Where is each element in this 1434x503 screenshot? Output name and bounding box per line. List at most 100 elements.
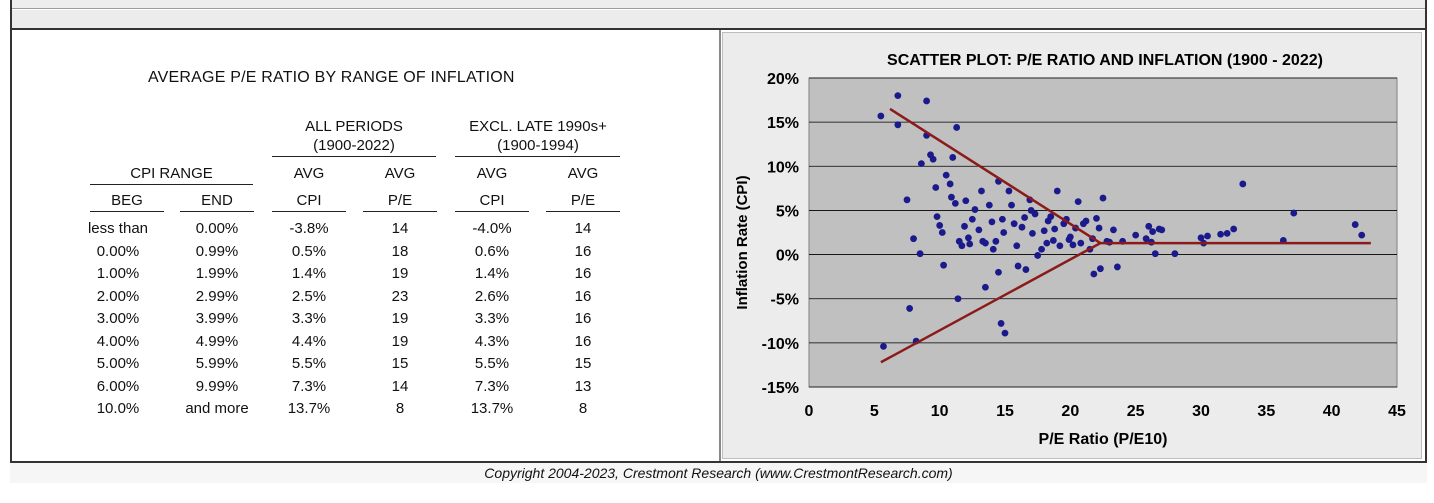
data-point — [997, 320, 1005, 327]
data-point — [971, 206, 979, 213]
x-tick-label: 30 — [1192, 403, 1210, 420]
data-point — [1066, 233, 1074, 241]
header-avg-ex-pe: AVG — [567, 165, 599, 182]
header-all-cpi: CPI — [296, 192, 322, 209]
x-tick-label: 40 — [1323, 403, 1341, 420]
cell-ex-cpi: 3.3% — [474, 310, 510, 327]
cell-ex-cpi: -4.0% — [472, 220, 512, 237]
data-point — [1171, 250, 1179, 258]
cell-ex-cpi: 0.6% — [474, 242, 510, 260]
cell-ex-cpi: 1.4% — [474, 265, 510, 282]
x-tick-label: 10 — [931, 403, 949, 420]
data-point — [1239, 180, 1247, 188]
cell-all-cpi: 7.3% — [291, 377, 327, 395]
x-tick-label: 5 — [870, 403, 879, 420]
y-axis-label: Inflation Rate (CPI) — [734, 175, 751, 309]
data-point — [1095, 224, 1103, 232]
header-avg-ex-cpi: AVG — [476, 165, 508, 182]
cell-beg: less than — [87, 220, 149, 237]
data-point — [1113, 263, 1121, 271]
y-tick-label: 0% — [776, 248, 799, 265]
cell-all-cpi: 2.5% — [291, 287, 327, 305]
cell-all-cpi: 3.3% — [291, 310, 327, 327]
trend-line — [889, 107, 1102, 245]
underline-ex-cpi — [455, 211, 529, 212]
data-point — [948, 193, 955, 201]
data-point — [953, 124, 961, 131]
x-tick-label: 0 — [805, 403, 814, 420]
data-point — [1018, 223, 1026, 231]
cell-end: 5.99% — [195, 355, 239, 372]
cell-end: 4.99% — [195, 332, 239, 350]
data-point — [982, 283, 989, 291]
data-point — [1034, 252, 1042, 259]
data-point — [1038, 245, 1045, 253]
data-point — [995, 268, 1002, 276]
cell-all-cpi: 13.7% — [287, 400, 331, 417]
x-tick-label: 25 — [1127, 403, 1145, 420]
data-point — [916, 250, 924, 258]
underline-excl — [455, 156, 620, 157]
plot-area — [808, 77, 1398, 388]
y-tick-label: -5% — [771, 292, 799, 309]
copyright: Copyright 2004-2023, Crestmont Research … — [10, 463, 1427, 483]
cell-all-cpi: 5.5% — [291, 355, 327, 372]
cell-beg: 6.00% — [96, 377, 140, 395]
header-excl-late-1990s: EXCL. LATE 1990s+ — [469, 118, 607, 135]
cell-all-pe: 8 — [395, 400, 405, 417]
data-point — [1021, 214, 1028, 221]
data-point — [942, 171, 950, 179]
trend-line — [880, 241, 1101, 364]
chart-title: SCATTER PLOT: P/E RATIO AND INFLATION (1… — [887, 52, 1323, 69]
data-point — [1043, 239, 1051, 247]
data-point — [1014, 262, 1022, 270]
cell-all-cpi: 4.4% — [291, 332, 327, 350]
cell-beg: 3.00% — [96, 310, 140, 327]
cell-all-pe: 18 — [391, 242, 409, 260]
data-point — [1110, 226, 1117, 234]
table-title: AVERAGE P/E RATIO BY RANGE OF INFLATION — [148, 69, 515, 86]
cell-all-pe: 14 — [391, 220, 409, 237]
data-point — [1142, 235, 1150, 243]
data-point — [965, 234, 972, 242]
cell-ex-cpi: 2.6% — [474, 287, 510, 305]
data-point — [906, 305, 914, 312]
data-point — [982, 239, 989, 247]
y-tick-label: 10% — [767, 159, 799, 176]
cell-ex-cpi: 13.7% — [470, 400, 514, 417]
cell-all-pe: 15 — [391, 355, 409, 372]
header-beg: BEG — [111, 192, 143, 209]
top-strip — [12, 0, 1425, 9]
cell-all-pe: 19 — [391, 332, 409, 350]
cell-all-pe: 23 — [391, 287, 409, 305]
data-point — [903, 196, 911, 204]
y-tick-label: -10% — [762, 336, 799, 353]
cell-end: 0.00% — [195, 220, 239, 237]
bottom-divider — [10, 461, 1427, 463]
data-point — [1022, 266, 1030, 273]
data-point — [954, 295, 962, 303]
data-point — [1230, 225, 1238, 233]
cell-ex-pe: 16 — [574, 265, 592, 282]
y-tick-label: 20% — [767, 71, 799, 88]
cell-ex-pe: 8 — [578, 400, 588, 417]
data-point — [1151, 250, 1159, 258]
cell-ex-pe: 16 — [574, 287, 592, 305]
cell-end: 0.99% — [195, 242, 239, 260]
data-point — [936, 222, 944, 229]
data-point — [1047, 213, 1055, 221]
data-point — [1351, 221, 1359, 228]
data-point — [933, 213, 941, 221]
data-point — [949, 154, 957, 161]
data-point — [975, 226, 983, 234]
data-point — [1204, 232, 1211, 240]
x-tick-label: 20 — [1061, 403, 1079, 420]
data-point — [1145, 222, 1153, 230]
data-point — [1008, 201, 1015, 209]
cell-beg: 5.00% — [96, 355, 140, 372]
data-point — [910, 235, 917, 243]
cell-end: 2.99% — [195, 287, 239, 305]
cell-ex-pe: 16 — [574, 332, 592, 350]
header-all-pe: P/E — [387, 192, 413, 209]
data-point — [966, 240, 974, 248]
